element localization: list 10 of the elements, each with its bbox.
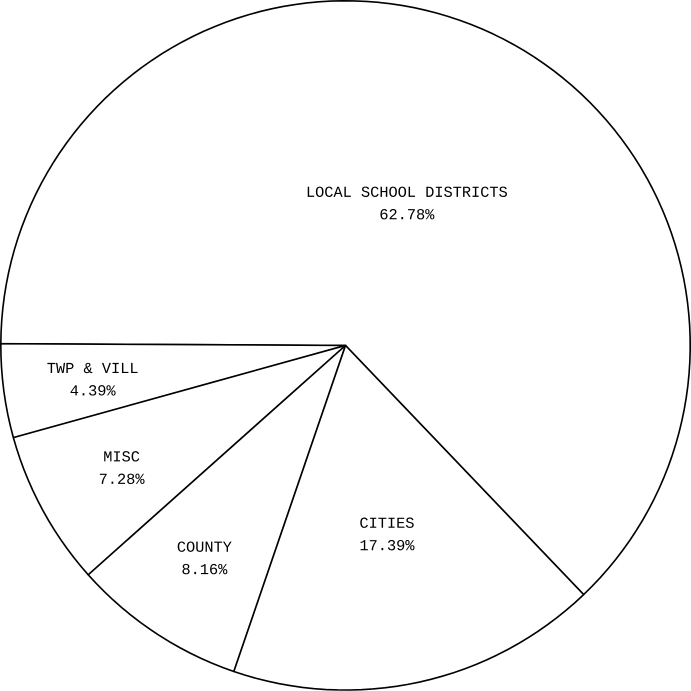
slice-label: MISC [104, 451, 140, 462]
slice-label: TWP & VILL [47, 362, 138, 374]
data-label: 4.39% [70, 385, 116, 396]
data-label: 8.16% [182, 564, 228, 574]
slice-label: CITIES [360, 518, 414, 528]
slice-label: COUNTY [178, 542, 232, 552]
data-label: 62.78% [380, 209, 434, 220]
data-label: 7.28% [100, 474, 145, 484]
slice-label: LOCAL SCHOOL DISTRICTS [308, 186, 507, 198]
data-label: 17.39% [360, 540, 414, 550]
